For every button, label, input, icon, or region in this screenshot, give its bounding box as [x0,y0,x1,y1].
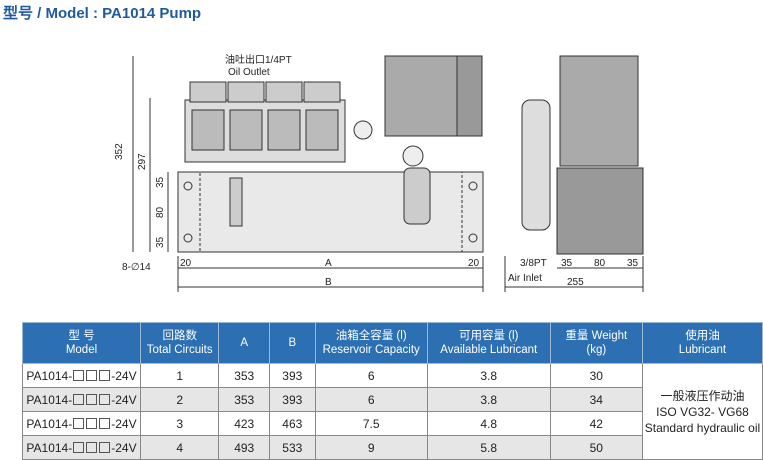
dim-a: A [325,258,332,269]
circuits-cell: 2 [139,387,220,412]
reservoir-cell: 7.5 [314,411,428,436]
col-circuits: 回路数 Total Circuits [139,322,220,364]
filter [403,167,431,225]
dim-20: 20 [180,258,192,269]
dim-297: 297 [137,153,148,170]
col-lubricant: 使用油 Lubricant [641,322,763,364]
table-header: 型 号 Model 回路数 Total Circuits A B 油箱全容量 (l)… [22,322,763,364]
circuits-cell: 3 [139,411,220,436]
side-dim-80: 80 [594,258,606,269]
table-row: PA1014- -24V 3 423 463 7.5 4.8 42 [22,411,763,436]
available-cell: 3.8 [426,387,551,412]
b-cell: 393 [269,387,316,412]
reservoir-cell: 6 [314,363,428,388]
col-weight: 重量 Weight (kg) [549,322,643,364]
sight-gauge [229,177,243,227]
inlet-size: 3/8PT [520,258,547,269]
dim-b: B [325,277,332,288]
a-cell: 423 [218,411,270,436]
weight-cell: 34 [549,387,643,412]
circuits-cell: 1 [139,363,220,388]
pump-drawing: 油吐出口1/4PT Oil Outlet 352 297 35 80 35 8-… [114,53,644,292]
b-cell: 463 [269,411,316,436]
lubricant-cell: 一般液压作动油 ISO VG32- VG68 Standard hydraulic … [641,363,763,460]
col-available: 可用容量 (l) Available Lubricant [426,322,551,364]
side-dim-35: 35 [627,258,639,269]
table-row: PA1014- -24V 4 493 533 9 5.8 50 [22,435,763,460]
side-dim-35: 35 [561,258,573,269]
model-cell: PA1014- -24V [22,411,141,436]
holes-label: 8-∅14 [122,262,151,273]
weight-cell: 50 [549,435,643,460]
dim-35: 35 [155,176,166,188]
motor [384,55,458,137]
available-cell: 4.8 [426,411,551,436]
model-cell: PA1014- -24V [22,387,141,412]
circuits-cell: 4 [139,435,220,460]
available-cell: 3.8 [426,363,551,388]
available-cell: 5.8 [426,435,551,460]
reservoir-cell: 9 [314,435,428,460]
table-row: PA1014- -24V 2 353 393 6 3.8 34 [22,387,763,412]
weight-cell: 30 [549,363,643,388]
model-cell: PA1014- -24V [22,363,141,388]
page-title: 型号 / Model : PA1014 Pump [3,5,202,22]
a-cell: 353 [218,363,270,388]
a-cell: 493 [218,435,270,460]
dim-20: 20 [468,258,480,269]
outlet-label-cn: 油吐出口1/4PT [225,53,292,66]
dim-352: 352 [114,143,125,160]
model-cell: PA1014- -24V [22,435,141,460]
weight-cell: 42 [549,411,643,436]
air-inlet-label: Air Inlet [508,273,542,284]
col-b: B [269,322,316,364]
b-cell: 533 [269,435,316,460]
spec-table: 型 号 Model 回路数 Total Circuits A B 油箱全容量 (l)… [22,322,763,460]
reservoir-cell: 6 [314,387,428,412]
b-cell: 393 [269,363,316,388]
outlet-label-en: Oil Outlet [228,67,270,78]
side-dim-255: 255 [567,277,584,288]
a-cell: 353 [218,387,270,412]
dim-35: 35 [155,236,166,248]
pressure-gauge [353,120,373,140]
col-model: 型 号 Model [22,322,141,364]
col-a: A [218,322,270,364]
side-motor [559,55,639,167]
reservoir-tank [177,171,484,253]
side-tank [556,167,644,255]
table-row: PA1014- -24V 1 353 393 6 3.8 30 一般液压作动油 IS… [22,363,763,460]
dim-80: 80 [155,206,166,218]
col-reservoir: 油箱全容量 (l) Reservoir Capacity [314,322,428,364]
